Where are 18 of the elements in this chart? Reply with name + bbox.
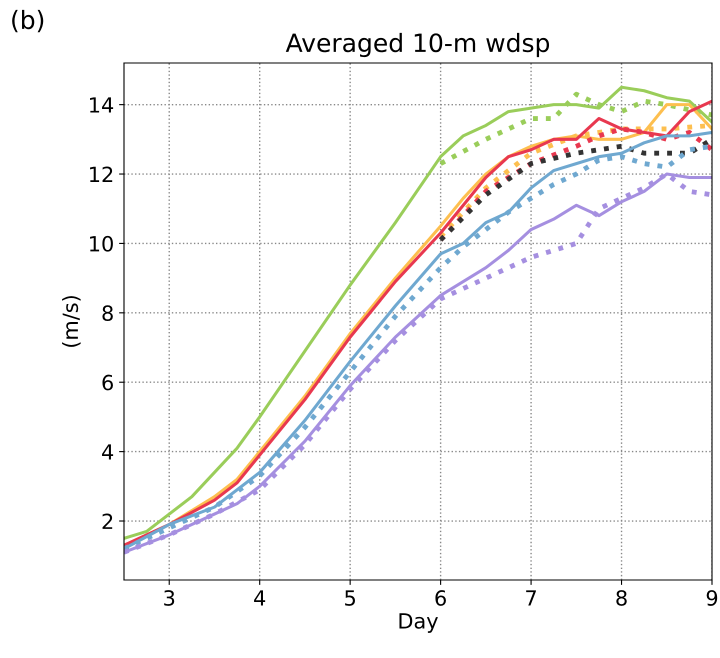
- y-tick-label: 4: [102, 444, 114, 460]
- x-tick-label: 6: [435, 590, 446, 606]
- chart-title: Averaged 10-m wdsp: [286, 32, 550, 58]
- y-tick-label: 12: [90, 166, 112, 182]
- x-tick-label: 4: [254, 590, 266, 606]
- y-tick-label: 2: [102, 513, 112, 529]
- x-tick-label: 8: [616, 590, 627, 606]
- x-axis-title: Day: [399, 613, 438, 633]
- x-tick-label: 9: [706, 590, 718, 606]
- y-tick-label: 8: [102, 305, 113, 322]
- x-tick-label: 7: [526, 590, 536, 606]
- x-tick-label: 3: [164, 590, 174, 606]
- text: (b): [12, 10, 44, 32]
- y-axis-title: (m/s): [62, 296, 81, 347]
- y-tick-label: 6: [102, 374, 113, 390]
- x-tick-label: 5: [345, 590, 355, 606]
- y-tick-label: 14: [90, 97, 114, 113]
- y-tick-label: 10: [90, 236, 113, 252]
